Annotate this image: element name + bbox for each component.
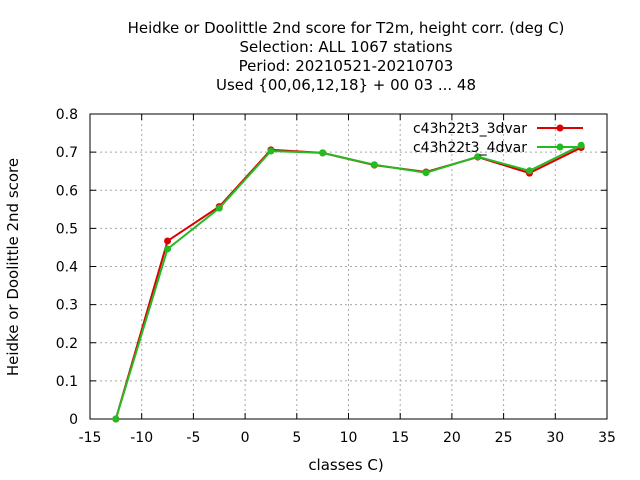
data-point xyxy=(319,149,327,157)
x-axis: -15 -10 -5 0 5 10 15 20 25 30 35 xyxy=(79,114,616,446)
y-tick-label: 0.2 xyxy=(56,336,78,352)
data-point xyxy=(370,161,378,169)
series-line xyxy=(114,146,582,420)
y-axis: 0 0.1 0.2 0.3 0.4 0.5 0.6 0.7 0.8 xyxy=(56,107,607,428)
data-point xyxy=(525,167,533,175)
title-line-4: Used {00,06,12,18} + 00 03 ... 48 xyxy=(216,76,476,94)
x-axis-label: classes C) xyxy=(308,456,383,474)
y-tick-label: 0.6 xyxy=(56,183,78,199)
data-point xyxy=(267,147,275,155)
legend-marker xyxy=(556,124,564,132)
data-point xyxy=(164,245,172,253)
y-tick-label: 0.1 xyxy=(56,374,78,390)
y-tick-label: 0 xyxy=(69,412,78,428)
data-point xyxy=(474,153,482,161)
x-tick-label: -10 xyxy=(130,430,153,446)
series-line xyxy=(114,144,582,420)
legend-marker xyxy=(556,143,564,151)
series-2 xyxy=(112,141,585,423)
y-axis-label: Heidke or Doolittle 2nd score xyxy=(4,158,22,376)
y-tick-label: 0.7 xyxy=(56,145,78,161)
title-line-3: Period: 20210521-20210703 xyxy=(239,57,454,75)
x-tick-label: -15 xyxy=(79,430,102,446)
data-point xyxy=(112,415,120,423)
y-tick-label: 0.5 xyxy=(56,221,78,237)
y-tick-label: 0.8 xyxy=(56,107,78,123)
legend: c43h22t3_3dvar c43h22t3_4dvar xyxy=(413,121,583,156)
x-tick-label: 30 xyxy=(546,430,564,446)
title-line-2: Selection: ALL 1067 stations xyxy=(239,38,452,56)
x-tick-label: -5 xyxy=(186,430,200,446)
title-line-1: Heidke or Doolittle 2nd score for T2m, h… xyxy=(128,19,565,37)
x-tick-label: 15 xyxy=(391,430,409,446)
y-tick-label: 0.3 xyxy=(56,298,78,314)
legend-label: c43h22t3_3dvar xyxy=(413,121,527,137)
y-tick-label: 0.4 xyxy=(56,260,78,276)
data-point xyxy=(164,237,172,245)
x-tick-label: 25 xyxy=(495,430,513,446)
data-point xyxy=(215,204,223,212)
series-group xyxy=(112,141,585,423)
x-tick-label: 20 xyxy=(443,430,461,446)
x-tick-label: 10 xyxy=(340,430,358,446)
x-tick-label: 0 xyxy=(241,430,250,446)
legend-label: c43h22t3_4dvar xyxy=(413,140,527,156)
chart-title: Heidke or Doolittle 2nd score for T2m, h… xyxy=(128,19,565,94)
x-tick-label: 5 xyxy=(292,430,301,446)
data-point xyxy=(422,169,430,177)
x-tick-label: 35 xyxy=(598,430,616,446)
